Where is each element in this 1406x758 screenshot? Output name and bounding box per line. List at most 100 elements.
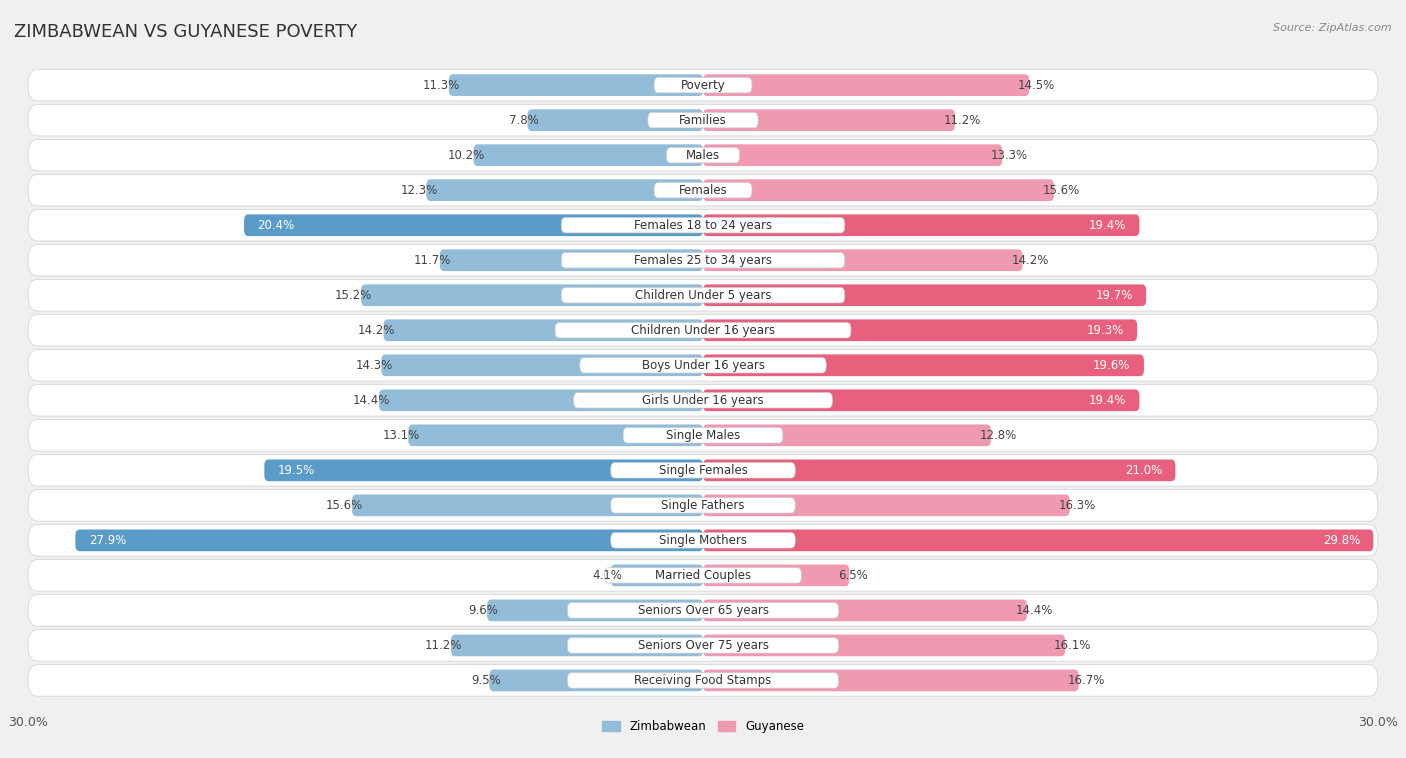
Text: 16.1%: 16.1%	[1054, 639, 1091, 652]
Text: 9.6%: 9.6%	[468, 604, 498, 617]
FancyBboxPatch shape	[561, 218, 845, 233]
FancyBboxPatch shape	[703, 600, 1026, 622]
FancyBboxPatch shape	[561, 287, 845, 303]
FancyBboxPatch shape	[654, 77, 752, 92]
FancyBboxPatch shape	[568, 603, 838, 618]
Text: 11.3%: 11.3%	[423, 79, 460, 92]
Text: 19.7%: 19.7%	[1095, 289, 1133, 302]
Text: 9.5%: 9.5%	[471, 674, 501, 687]
FancyBboxPatch shape	[568, 637, 838, 653]
FancyBboxPatch shape	[666, 148, 740, 163]
FancyBboxPatch shape	[28, 384, 1378, 416]
FancyBboxPatch shape	[361, 284, 703, 306]
FancyBboxPatch shape	[28, 490, 1378, 521]
FancyBboxPatch shape	[28, 315, 1378, 346]
FancyBboxPatch shape	[28, 105, 1378, 136]
Text: 11.2%: 11.2%	[425, 639, 463, 652]
Text: 16.7%: 16.7%	[1067, 674, 1105, 687]
FancyBboxPatch shape	[623, 428, 783, 443]
FancyBboxPatch shape	[579, 358, 827, 373]
Text: Poverty: Poverty	[681, 79, 725, 92]
Text: 12.8%: 12.8%	[980, 429, 1017, 442]
Text: Boys Under 16 years: Boys Under 16 years	[641, 359, 765, 371]
FancyBboxPatch shape	[451, 634, 703, 656]
Text: 14.2%: 14.2%	[1011, 254, 1049, 267]
FancyBboxPatch shape	[28, 420, 1378, 451]
FancyBboxPatch shape	[703, 74, 1029, 96]
Text: Girls Under 16 years: Girls Under 16 years	[643, 394, 763, 407]
Text: Children Under 16 years: Children Under 16 years	[631, 324, 775, 337]
FancyBboxPatch shape	[703, 390, 1139, 411]
Text: 14.4%: 14.4%	[353, 394, 391, 407]
Text: 15.2%: 15.2%	[335, 289, 373, 302]
FancyBboxPatch shape	[489, 669, 703, 691]
Text: Receiving Food Stamps: Receiving Food Stamps	[634, 674, 772, 687]
Text: Single Mothers: Single Mothers	[659, 534, 747, 547]
FancyBboxPatch shape	[654, 183, 752, 198]
FancyBboxPatch shape	[555, 323, 851, 338]
FancyBboxPatch shape	[574, 393, 832, 408]
FancyBboxPatch shape	[408, 424, 703, 446]
FancyBboxPatch shape	[384, 319, 703, 341]
Legend: Zimbabwean, Guyanese: Zimbabwean, Guyanese	[598, 716, 808, 738]
Text: 29.8%: 29.8%	[1323, 534, 1360, 547]
FancyBboxPatch shape	[28, 665, 1378, 696]
Text: 19.4%: 19.4%	[1088, 219, 1126, 232]
FancyBboxPatch shape	[648, 112, 758, 128]
Text: 15.6%: 15.6%	[326, 499, 363, 512]
FancyBboxPatch shape	[28, 174, 1378, 206]
Text: Females: Females	[679, 183, 727, 196]
FancyBboxPatch shape	[28, 349, 1378, 381]
Text: 19.3%: 19.3%	[1087, 324, 1123, 337]
Text: 10.2%: 10.2%	[447, 149, 485, 161]
Text: 14.5%: 14.5%	[1018, 79, 1054, 92]
Text: Single Females: Single Females	[658, 464, 748, 477]
FancyBboxPatch shape	[28, 209, 1378, 241]
FancyBboxPatch shape	[28, 70, 1378, 101]
FancyBboxPatch shape	[703, 109, 955, 131]
Text: Single Males: Single Males	[666, 429, 740, 442]
Text: 16.3%: 16.3%	[1059, 499, 1095, 512]
FancyBboxPatch shape	[245, 215, 703, 236]
FancyBboxPatch shape	[605, 568, 801, 583]
FancyBboxPatch shape	[28, 280, 1378, 311]
FancyBboxPatch shape	[28, 139, 1378, 171]
Text: 13.3%: 13.3%	[991, 149, 1028, 161]
FancyBboxPatch shape	[703, 355, 1144, 376]
FancyBboxPatch shape	[703, 144, 1002, 166]
Text: 13.1%: 13.1%	[382, 429, 419, 442]
FancyBboxPatch shape	[703, 180, 1054, 201]
Text: 14.3%: 14.3%	[356, 359, 392, 371]
FancyBboxPatch shape	[610, 565, 703, 586]
FancyBboxPatch shape	[380, 390, 703, 411]
FancyBboxPatch shape	[703, 634, 1066, 656]
FancyBboxPatch shape	[486, 600, 703, 622]
Text: Males: Males	[686, 149, 720, 161]
FancyBboxPatch shape	[703, 565, 849, 586]
Text: Children Under 5 years: Children Under 5 years	[634, 289, 772, 302]
Text: 19.4%: 19.4%	[1088, 394, 1126, 407]
Text: 12.3%: 12.3%	[401, 183, 437, 196]
Text: Females 18 to 24 years: Females 18 to 24 years	[634, 219, 772, 232]
FancyBboxPatch shape	[703, 494, 1070, 516]
FancyBboxPatch shape	[703, 249, 1022, 271]
FancyBboxPatch shape	[610, 498, 796, 513]
FancyBboxPatch shape	[28, 525, 1378, 556]
Text: Seniors Over 75 years: Seniors Over 75 years	[637, 639, 769, 652]
Text: 11.7%: 11.7%	[413, 254, 451, 267]
FancyBboxPatch shape	[703, 424, 991, 446]
Text: 14.2%: 14.2%	[357, 324, 395, 337]
FancyBboxPatch shape	[474, 144, 703, 166]
FancyBboxPatch shape	[28, 559, 1378, 591]
Text: ZIMBABWEAN VS GUYANESE POVERTY: ZIMBABWEAN VS GUYANESE POVERTY	[14, 23, 357, 41]
FancyBboxPatch shape	[527, 109, 703, 131]
Text: 20.4%: 20.4%	[257, 219, 295, 232]
Text: 14.4%: 14.4%	[1015, 604, 1053, 617]
Text: Females 25 to 34 years: Females 25 to 34 years	[634, 254, 772, 267]
FancyBboxPatch shape	[610, 462, 796, 478]
FancyBboxPatch shape	[28, 594, 1378, 626]
FancyBboxPatch shape	[28, 245, 1378, 276]
FancyBboxPatch shape	[449, 74, 703, 96]
FancyBboxPatch shape	[426, 180, 703, 201]
FancyBboxPatch shape	[703, 669, 1078, 691]
